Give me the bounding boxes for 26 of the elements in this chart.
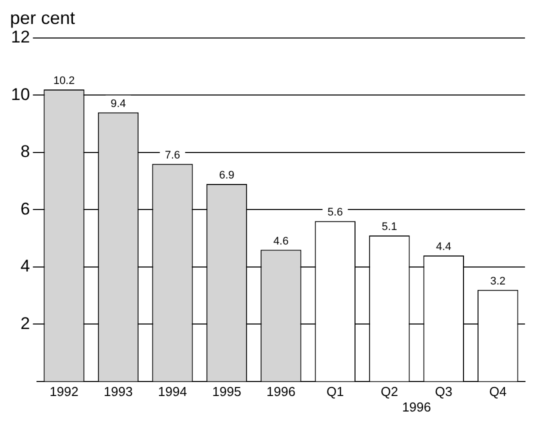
y-tick-label: 4 [20, 256, 30, 276]
data-label: 5.1 [382, 220, 398, 233]
data-label: 4.6 [273, 235, 289, 248]
data-label: 9.4 [110, 98, 126, 110]
x-tick-label: 1996 [266, 384, 296, 399]
y-tick-label: 6 [20, 199, 30, 218]
x-tick-label: 1995 [212, 384, 242, 399]
data-label: 10.2 [53, 75, 75, 88]
text: 1996 [402, 399, 431, 414]
data-label: 5.6 [328, 206, 343, 219]
data-label: 6.9 [219, 169, 234, 182]
data-label: 7.6 [164, 149, 180, 162]
y-tick-label: 12 [10, 28, 30, 47]
y-tick-label: 8 [20, 142, 30, 162]
y-tick-label: 10 [10, 84, 30, 104]
data-label: 4.4 [436, 241, 452, 254]
y-tick-label: 2 [20, 314, 30, 333]
x-tick-label: Q2 [380, 384, 398, 399]
data-label: 3.2 [490, 275, 506, 288]
x-tick-label: Q1 [326, 384, 344, 399]
x-tick-label: 1992 [50, 384, 78, 399]
y-axis-title: per cent [10, 8, 76, 28]
x-tick-label: Q3 [434, 384, 452, 399]
x-tick-label: 1993 [104, 384, 133, 399]
x-tick-label: Q4 [489, 384, 507, 399]
x-tick-label: 1994 [158, 384, 187, 399]
